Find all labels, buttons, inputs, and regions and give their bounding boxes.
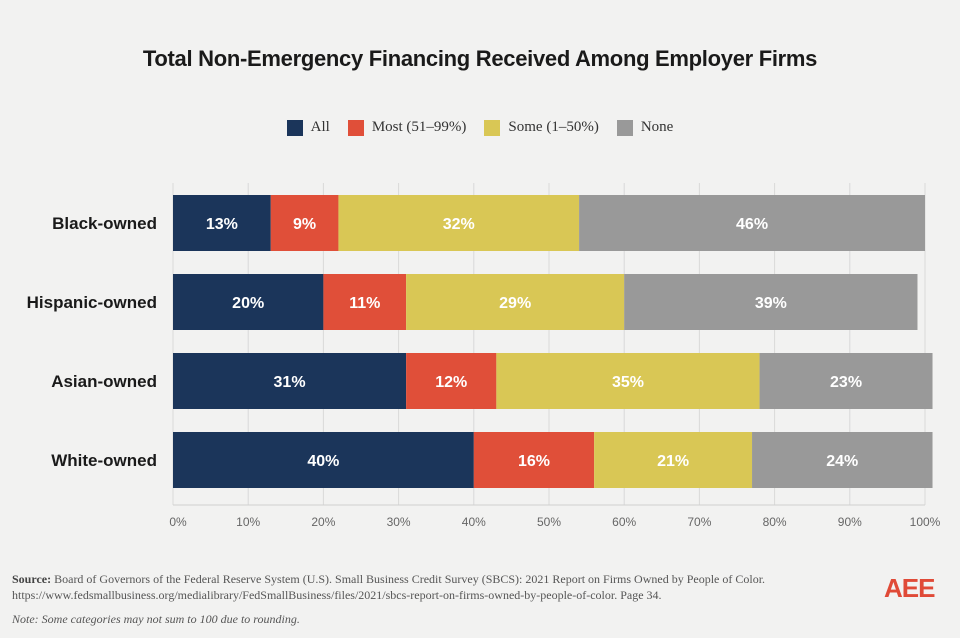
legend-label: All (310, 119, 330, 135)
x-tick-label: 70% (687, 515, 711, 529)
x-tick-label: 30% (387, 515, 411, 529)
source-label: Source: (12, 572, 52, 586)
data-label: 20% (232, 295, 264, 312)
bar-segment (406, 353, 497, 409)
data-label: 35% (612, 374, 644, 391)
legend-item: Most (51–99%) (347, 119, 467, 136)
bar-segment (406, 274, 625, 330)
x-tick-label: 80% (763, 515, 787, 529)
category-label: White-owned (51, 451, 157, 470)
x-tick-label: 40% (462, 515, 486, 529)
aee-logo: AEE (884, 573, 935, 603)
chart-title: Total Non-Emergency Financing Received A… (142, 46, 818, 71)
bar-segment (173, 274, 324, 330)
bar-segment (173, 432, 474, 488)
bar-segment (323, 274, 407, 330)
bar-segment (270, 195, 339, 251)
data-label: 39% (755, 295, 787, 312)
bar-segment (594, 432, 753, 488)
bar-segment (173, 195, 271, 251)
data-label: 16% (518, 453, 550, 470)
data-label: 32% (443, 216, 475, 233)
category-label: Black-owned (52, 214, 157, 233)
data-label: 46% (736, 216, 768, 233)
bar-segment (759, 353, 933, 409)
bar-segment (173, 353, 407, 409)
data-label: 11% (349, 295, 380, 312)
data-label: 29% (499, 295, 531, 312)
bar-segment (752, 432, 933, 488)
category-label: Hispanic-owned (27, 293, 157, 312)
bar-segment (338, 195, 580, 251)
data-label: 13% (206, 216, 238, 233)
legend-swatch (616, 119, 633, 136)
legend-label: Most (51–99%) (371, 119, 467, 135)
data-label: 24% (826, 453, 858, 470)
legend-item: None (616, 119, 674, 136)
legend: All Most (51–99%) Some (1–50%) None (0, 119, 960, 136)
x-tick-label: 100% (910, 515, 941, 529)
data-label: 12% (435, 374, 467, 391)
category-label: Asian-owned (51, 372, 157, 391)
legend-item: All (286, 119, 330, 136)
bar-segment (473, 432, 595, 488)
footnote: Note: Some categories may not sum to 100… (12, 612, 300, 626)
source-description: Board of Governors of the Federal Reserv… (51, 572, 766, 586)
legend-label: Some (1–50%) (508, 119, 599, 135)
legend-swatch (286, 119, 303, 136)
x-tick-label: 50% (537, 515, 561, 529)
legend-swatch (347, 119, 364, 136)
bar-segment (624, 274, 918, 330)
legend-label: None (640, 119, 674, 135)
source-text: Source: Board of Governors of the Federa… (12, 571, 765, 603)
chart: 0% 10% 20% 30% 40% 50% 60% 70% 80% 90% 100% Black-o… (27, 183, 941, 529)
bar-segment (496, 353, 760, 409)
data-label: 23% (830, 374, 862, 391)
data-label: 21% (657, 453, 689, 470)
bar-segment (579, 195, 925, 251)
source-url: https://www.fedsmallbusiness.org/mediali… (12, 588, 662, 602)
x-tick-label: 90% (838, 515, 862, 529)
x-tick-label: 20% (311, 515, 335, 529)
data-label: 40% (307, 453, 339, 470)
data-label: 31% (274, 374, 306, 391)
legend-item: Some (1–50%) (484, 119, 599, 136)
x-tick-label: 0% (169, 515, 187, 529)
legend-swatch (484, 119, 501, 136)
data-label: 9% (293, 216, 316, 233)
x-tick-label: 60% (612, 515, 636, 529)
x-tick-label: 10% (236, 515, 260, 529)
